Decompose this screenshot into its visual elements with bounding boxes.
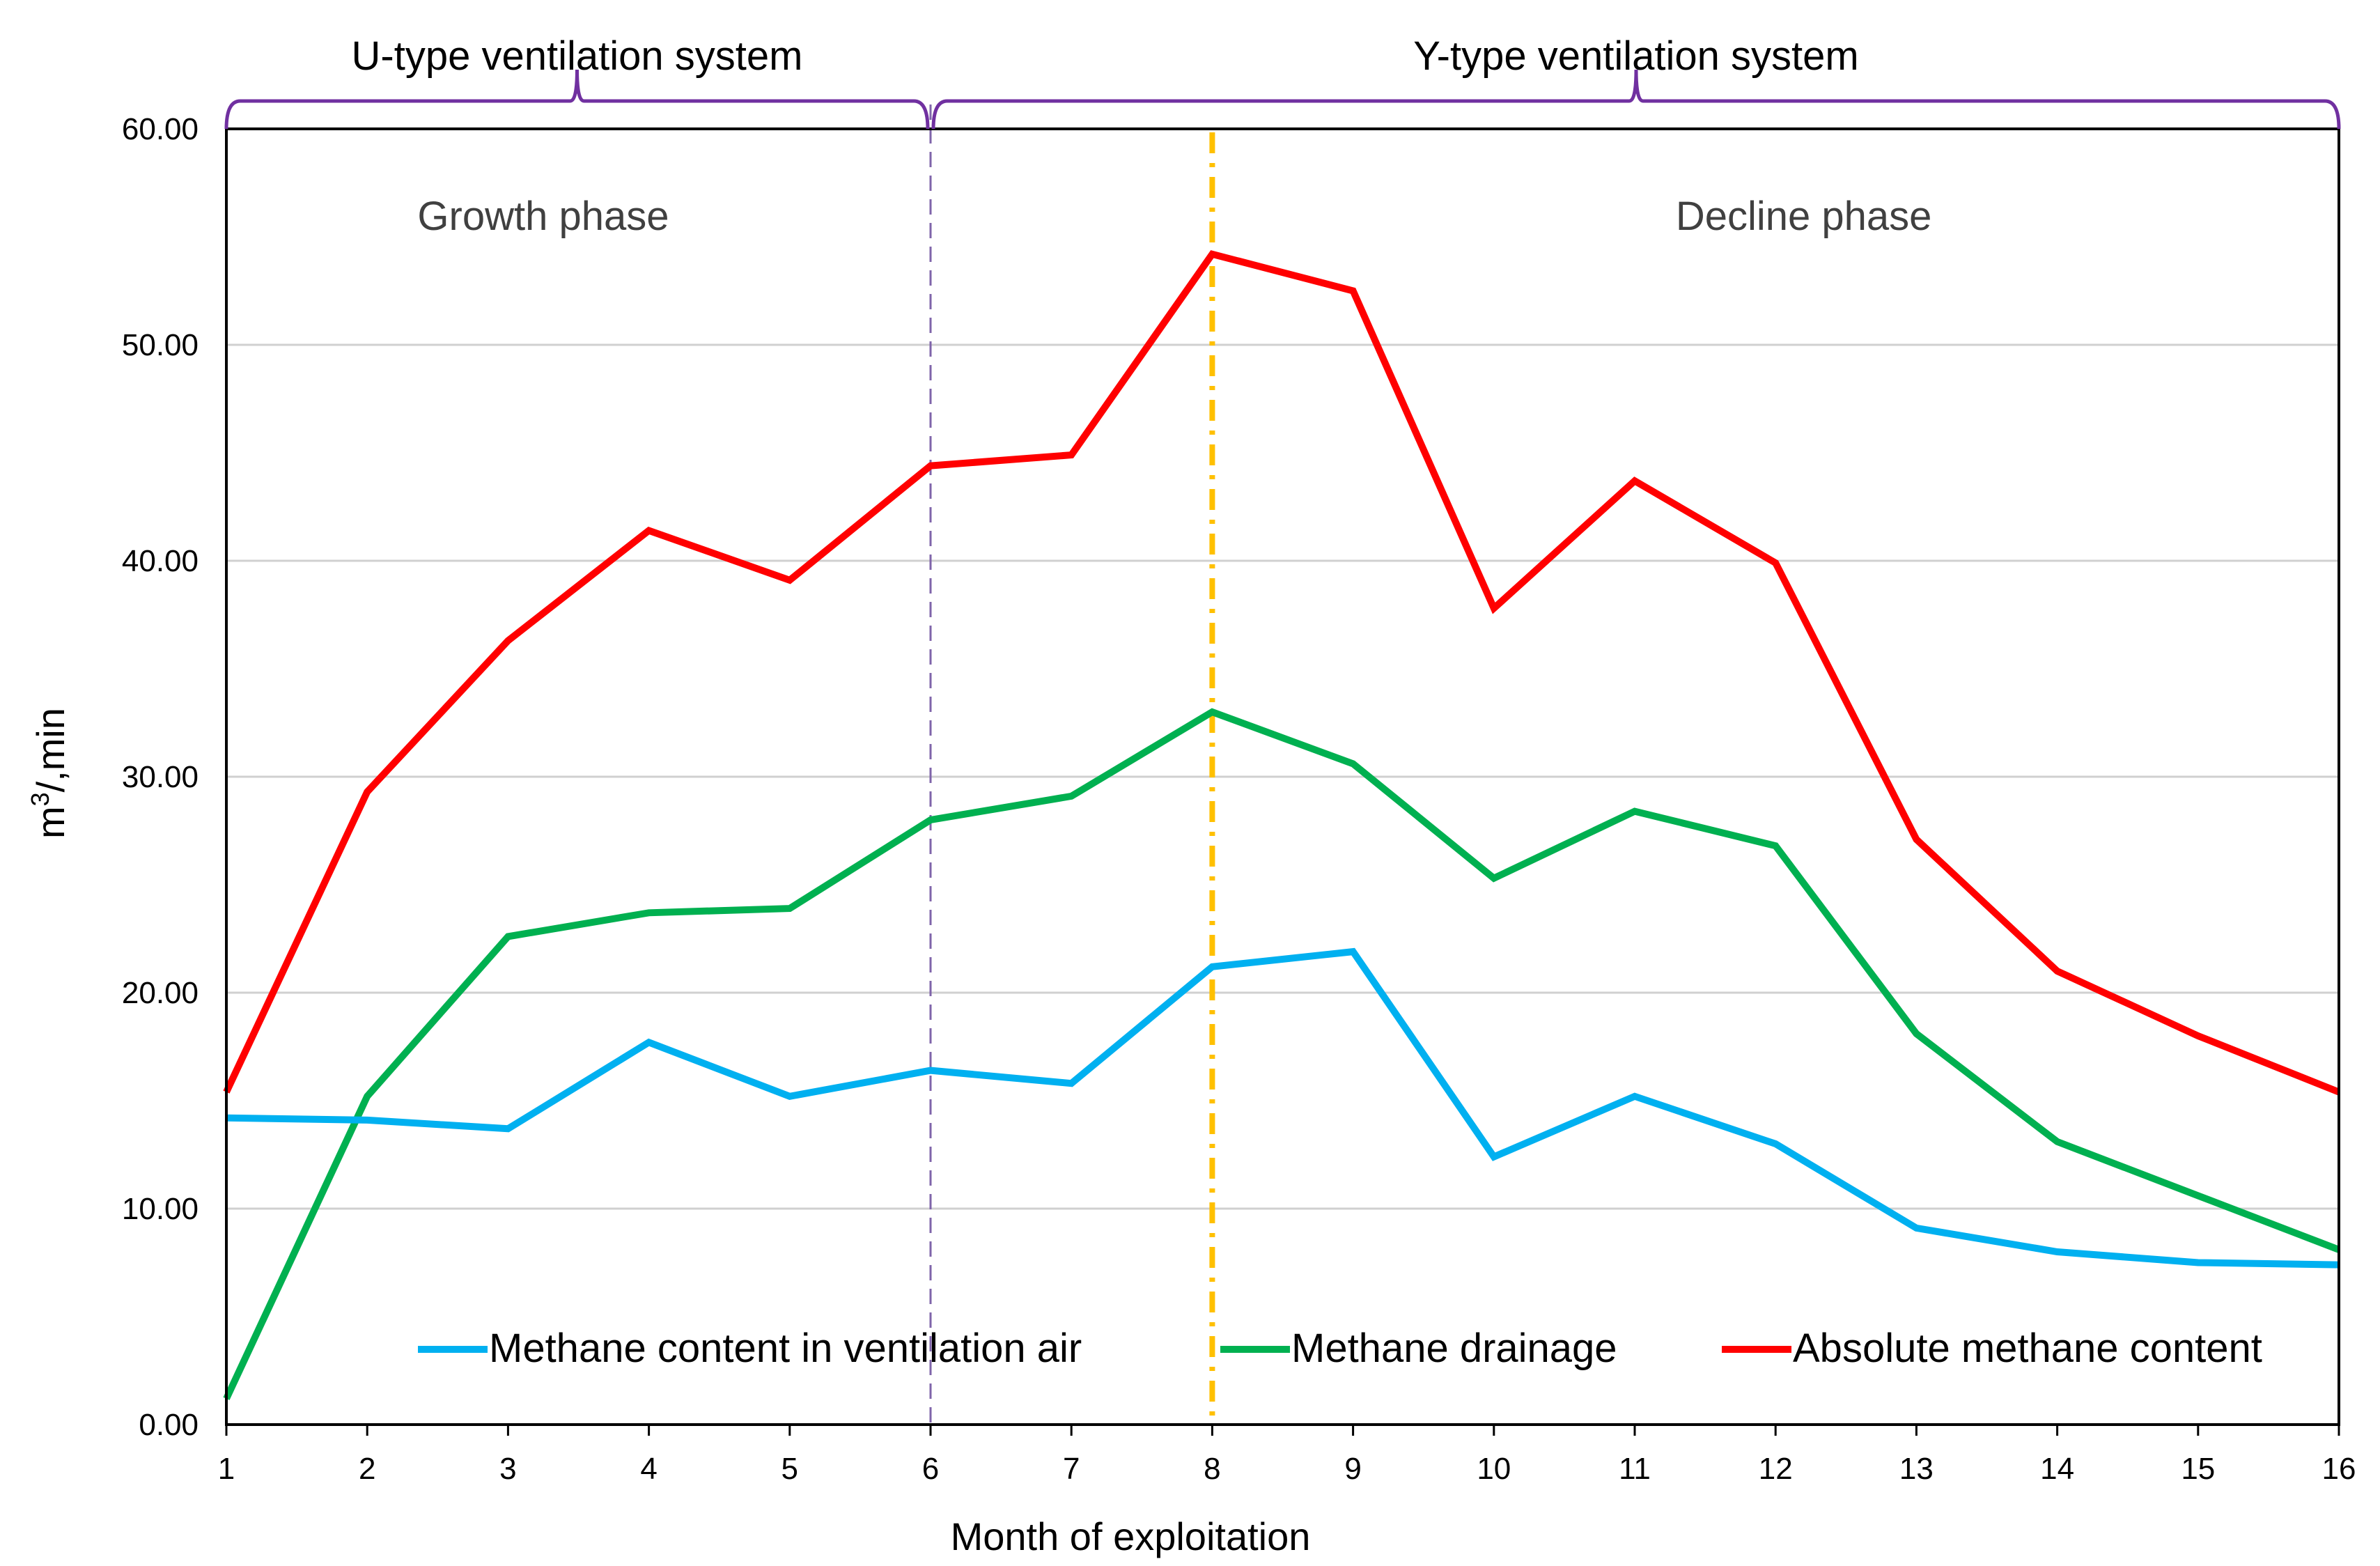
- x-tick-label: 15: [2181, 1452, 2215, 1486]
- decline-phase-label: Decline phase: [1676, 194, 1932, 239]
- y-tick-label: 60.00: [122, 112, 199, 146]
- series-line-methane-drainage: [223, 708, 2340, 1400]
- y-tick-label: 20.00: [122, 976, 199, 1010]
- y-axis-ticks: 0.00 10.00 20.00 30.00 40.00 50.00 60.00: [122, 112, 199, 1442]
- brace-y-type: [931, 69, 2341, 130]
- system-label-u-type: U-type ventilation system: [352, 33, 803, 79]
- y-axis-title: m3/,min: [26, 708, 72, 839]
- x-tick-label: 14: [2040, 1452, 2074, 1486]
- x-tick-label: 9: [1344, 1452, 1361, 1486]
- x-tick-label: 11: [1619, 1452, 1651, 1486]
- legend-label: Methane drainage: [1291, 1326, 1617, 1371]
- y-axis-title-main: m: [29, 806, 72, 839]
- gridlines: [226, 343, 2339, 1210]
- x-tick-label: 1: [218, 1452, 235, 1486]
- x-tick-label: 8: [1204, 1452, 1220, 1486]
- x-tick-label: 10: [1477, 1452, 1511, 1486]
- legend: Methane content in ventilation air Methan…: [418, 1326, 2262, 1371]
- y-tick-label: 0.00: [139, 1408, 199, 1442]
- x-tick-label: 4: [640, 1452, 657, 1486]
- legend-label: Methane content in ventilation air: [489, 1326, 1082, 1371]
- growth-phase-label: Growth phase: [417, 194, 669, 239]
- annotation-lines: [929, 104, 1215, 1425]
- legend-label: Absolute methane content: [1793, 1326, 2262, 1371]
- phase-labels: Growth phase Decline phase: [417, 194, 1931, 239]
- x-tick-label: 7: [1063, 1452, 1080, 1486]
- y-axis-title-rest: /,min: [29, 708, 72, 792]
- system-label-y-type: Y-type ventilation system: [1413, 33, 1858, 79]
- x-tick-label: 16: [2322, 1452, 2356, 1486]
- x-tick-label: 2: [359, 1452, 375, 1486]
- system-braces: U-type ventilation system Y-type ventilat…: [224, 33, 2341, 130]
- y-axis-title-sup: 3: [26, 792, 54, 806]
- x-tick-label: 5: [781, 1452, 798, 1486]
- series-lines: [223, 250, 2340, 1400]
- x-axis-title: Month of exploitation: [951, 1514, 1311, 1558]
- series-line-absolute-methane-content: [223, 250, 2340, 1096]
- x-tick-label: 6: [922, 1452, 939, 1486]
- y-tick-label: 50.00: [122, 328, 199, 362]
- x-axis-ticks: 1 2 3 4 5 6 7 8 9 10 11 12 13 14 15 16: [218, 1425, 2356, 1486]
- y-tick-label: 30.00: [122, 760, 199, 794]
- plot-frame: [225, 127, 2340, 1426]
- x-tick-label: 13: [1899, 1452, 1934, 1486]
- x-tick-label: 12: [1759, 1452, 1793, 1486]
- y-tick-label: 10.00: [122, 1192, 199, 1226]
- y-tick-label: 40.00: [122, 544, 199, 578]
- brace-u-type: [224, 69, 930, 130]
- x-tick-label: 3: [499, 1452, 516, 1486]
- series-line-methane-content-in-ventilation-air: [226, 947, 2340, 1269]
